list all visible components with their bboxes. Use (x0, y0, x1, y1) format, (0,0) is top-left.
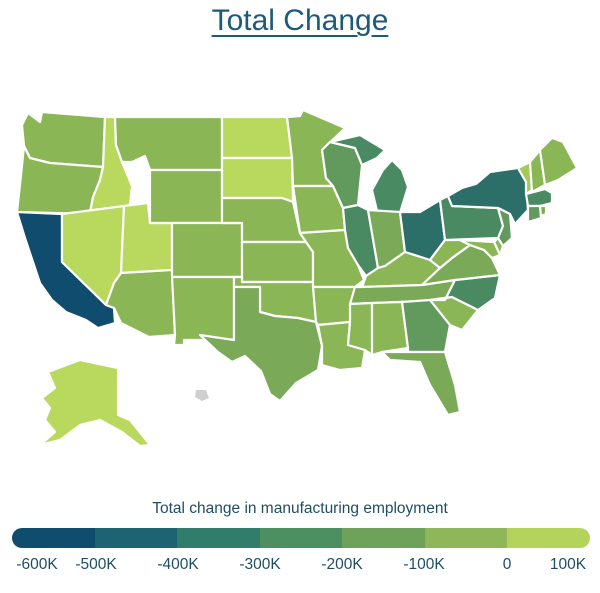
legend-tick-label: -300K (239, 556, 281, 573)
state-florida[interactable] (380, 350, 462, 417)
state-alaska[interactable] (38, 358, 152, 448)
legend-tick-label: 100K (549, 556, 587, 573)
legend-title: Total change in manufacturing employment (152, 500, 448, 517)
state-north-dakota[interactable] (220, 115, 294, 160)
legend-tick-label: -200K (321, 556, 363, 573)
legend-color-bar (12, 528, 590, 548)
legend-tick-labels: -600K -500K -400K -300K -200K -100K 0 100K (0, 556, 600, 578)
state-texas[interactable] (198, 285, 324, 403)
state-vermont[interactable] (516, 160, 534, 196)
state-hawaii[interactable] (195, 390, 209, 401)
state-south-dakota[interactable] (220, 156, 295, 204)
state-rhode-island[interactable] (538, 204, 548, 218)
legend-tick-label: -400K (157, 556, 199, 573)
state-maryland[interactable] (458, 238, 502, 260)
us-choropleth-map (15, 108, 579, 448)
state-maine[interactable] (538, 136, 579, 187)
state-mississippi[interactable] (346, 301, 374, 357)
legend-segment-4 (342, 528, 425, 548)
legend-tick-label: -500K (75, 556, 117, 573)
legend-tick-label: -600K (16, 556, 58, 573)
state-alabama[interactable] (370, 300, 410, 357)
state-kansas[interactable] (240, 240, 315, 284)
state-connecticut[interactable] (526, 204, 543, 224)
legend-tick-label: 0 (502, 556, 512, 573)
legend-tick-label: -100K (403, 556, 445, 573)
state-arizona[interactable] (104, 268, 177, 339)
legend-segment-6 (507, 528, 590, 548)
legend-segment-0 (12, 528, 95, 548)
legend-segment-2 (177, 528, 260, 548)
state-michigan[interactable] (328, 133, 410, 217)
legend-segment-5 (424, 528, 508, 548)
legend-segment-1 (94, 528, 178, 548)
state-wyoming[interactable] (148, 168, 224, 225)
page-title: Total Change (211, 4, 389, 37)
state-colorado[interactable] (170, 221, 244, 279)
state-montana[interactable] (113, 115, 224, 172)
legend-segment-3 (259, 528, 343, 548)
state-arkansas[interactable] (311, 285, 357, 327)
